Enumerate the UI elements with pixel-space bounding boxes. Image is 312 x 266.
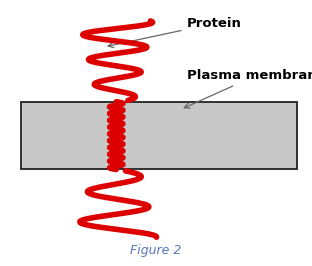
Bar (22, 102, 297, 169)
Text: Figure 2: Figure 2 (130, 244, 182, 257)
Text: Protein: Protein (108, 17, 241, 48)
Text: Plasma membrane: Plasma membrane (184, 69, 312, 108)
